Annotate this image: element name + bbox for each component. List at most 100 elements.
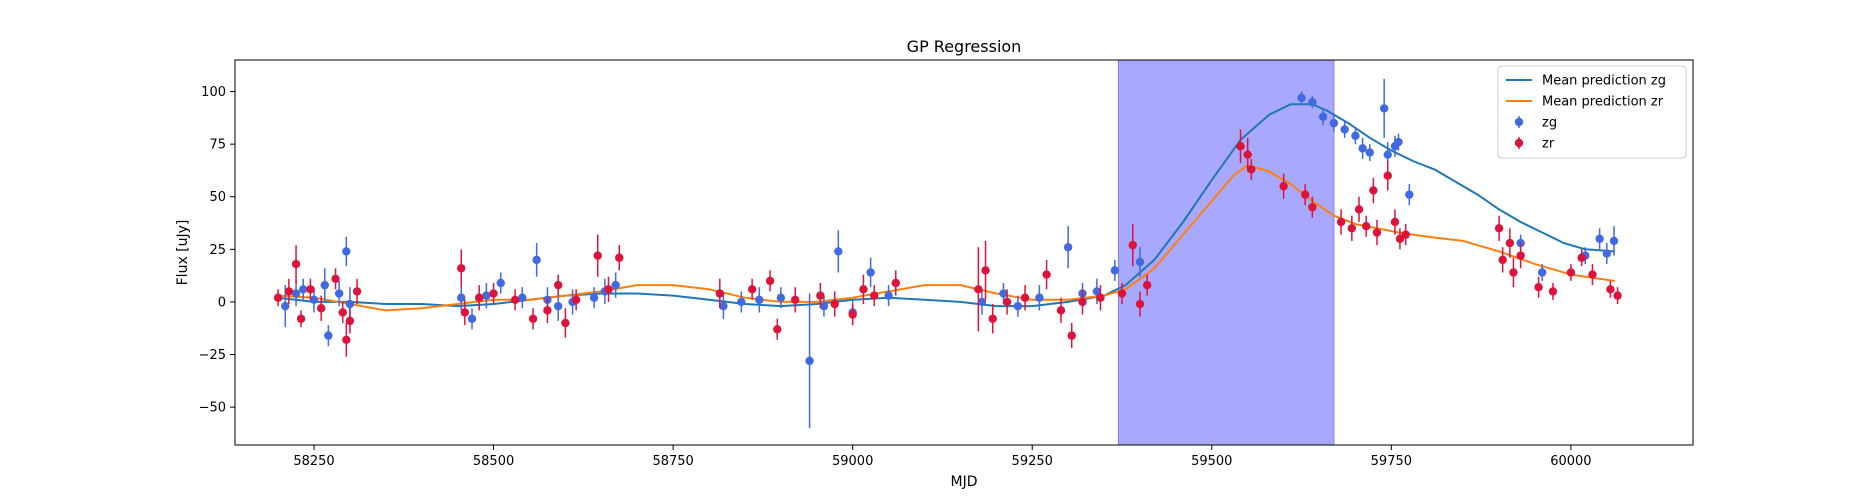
data-point [1602, 249, 1612, 258]
y-axis-label: Flux [uJy] [175, 220, 191, 286]
data-point [977, 297, 987, 307]
data-point [1362, 222, 1371, 231]
data-point [1347, 224, 1357, 233]
series-zr-points [273, 129, 1622, 357]
data-point [981, 266, 990, 275]
data-point [528, 314, 538, 323]
data-point [510, 295, 520, 305]
data-point [1606, 285, 1615, 294]
data-point [737, 297, 746, 307]
data-point [1340, 125, 1349, 134]
data-point [342, 335, 351, 345]
data-point [489, 289, 498, 298]
data-point [791, 295, 800, 305]
data-point [819, 301, 829, 311]
data-point [1354, 205, 1364, 214]
y-tick-label: 25 [209, 243, 226, 258]
data-point [273, 293, 283, 302]
x-tick-label: 60000 [1550, 454, 1591, 469]
data-point [1300, 190, 1310, 199]
data-point [1308, 97, 1317, 107]
data-point [1369, 186, 1378, 195]
data-point [281, 301, 290, 311]
data-point [1096, 293, 1105, 302]
data-point [891, 278, 900, 288]
data-point [345, 316, 355, 326]
data-point [611, 280, 620, 290]
data-point [1279, 182, 1288, 191]
data-point [859, 285, 868, 294]
data-point [1236, 142, 1245, 151]
data-point [1128, 240, 1137, 250]
data-point [1329, 118, 1339, 128]
data-point [866, 268, 875, 277]
data-point [870, 291, 879, 300]
data-point [1588, 270, 1597, 279]
data-point [1395, 234, 1405, 244]
x-tick-label: 59750 [1371, 454, 1412, 469]
y-tick-label: 100 [201, 85, 226, 100]
data-point [331, 274, 340, 283]
data-point [1505, 238, 1515, 248]
data-point [1577, 253, 1586, 262]
x-tick-label: 59500 [1191, 454, 1232, 469]
data-point [604, 285, 613, 294]
data-point [561, 318, 570, 328]
data-point [1516, 251, 1525, 260]
data-point [1613, 291, 1622, 300]
data-point [571, 295, 581, 305]
data-point [747, 285, 757, 294]
data-point [1351, 131, 1360, 140]
data-point [1135, 257, 1145, 267]
x-tick-label: 59000 [832, 454, 873, 469]
legend-label: Mean prediction zg [1542, 74, 1666, 89]
legend-box [1497, 65, 1687, 159]
data-point [1020, 293, 1030, 302]
data-point [1566, 268, 1576, 277]
data-point [884, 291, 893, 300]
data-point [1379, 104, 1389, 113]
data-point [1042, 270, 1051, 279]
x-tick-label: 58500 [473, 454, 514, 469]
data-point [518, 293, 527, 302]
data-point [1063, 243, 1073, 252]
data-point [1365, 148, 1374, 157]
x-axis-label: MJD [951, 474, 978, 490]
x-tick-label: 58250 [293, 454, 334, 469]
data-point [306, 285, 315, 294]
data-point [816, 291, 825, 300]
data-point [342, 247, 351, 256]
data-point [482, 291, 491, 300]
data-point [1401, 230, 1410, 239]
data-point [589, 293, 599, 302]
data-point [1394, 137, 1403, 147]
data-point [1548, 287, 1558, 296]
series-zg-points [281, 78, 1619, 429]
data-point [320, 280, 329, 290]
data-point [773, 325, 782, 334]
data-point [1534, 283, 1543, 292]
data-point [316, 304, 326, 313]
data-point [1609, 236, 1619, 246]
y-tick-label: 75 [209, 138, 226, 153]
data-point [999, 289, 1008, 298]
data-point [554, 280, 563, 290]
legend-swatch-marker [1514, 117, 1524, 127]
legend-label: Mean prediction zr [1542, 95, 1664, 110]
y-tick-label: −25 [199, 348, 226, 363]
data-point [352, 287, 362, 296]
data-point [1405, 190, 1414, 199]
data-point [1247, 165, 1256, 174]
y-tick-label: −50 [199, 401, 226, 416]
data-point [988, 314, 997, 323]
observation-points-layer [273, 78, 1622, 429]
data-point [1372, 228, 1382, 237]
data-point [1013, 301, 1023, 311]
data-point [776, 293, 786, 302]
data-point [1494, 224, 1504, 233]
data-point [291, 289, 301, 298]
data-point [848, 310, 857, 319]
data-point [1318, 112, 1328, 122]
data-point [615, 253, 624, 262]
highlight-span-layer [1117, 59, 1335, 446]
